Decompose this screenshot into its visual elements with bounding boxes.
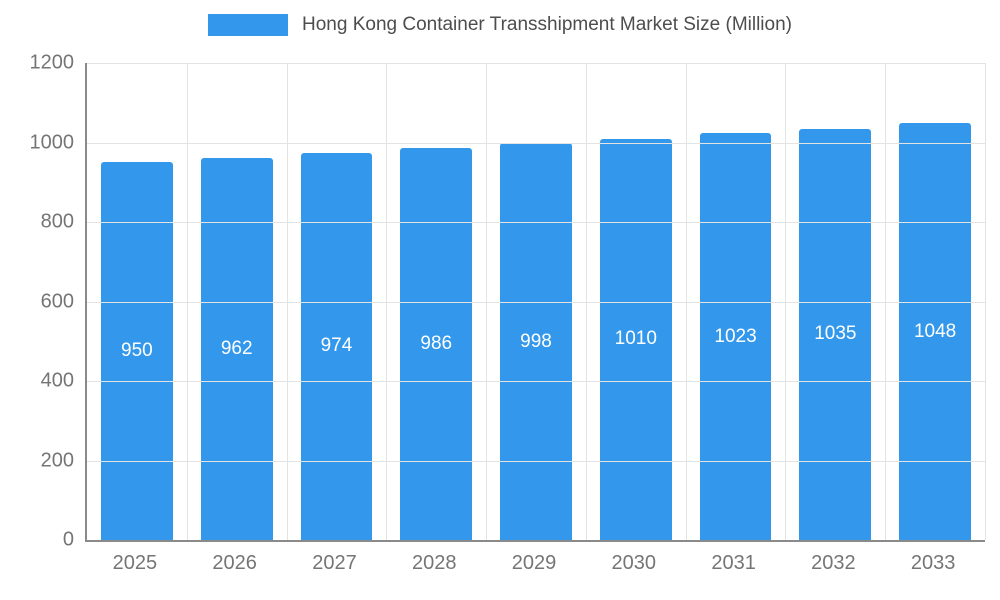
bar-cell: 1048 — [885, 63, 985, 540]
bar-cell: 1023 — [686, 63, 786, 540]
bar-2025: 950 — [100, 162, 173, 540]
x-tick-label: 2029 — [511, 552, 557, 574]
bar-value-label: 1035 — [814, 323, 857, 345]
bar-value-label: 1023 — [714, 325, 757, 347]
bar-cell: 1035 — [785, 63, 885, 540]
y-tick-label: 1200 — [29, 51, 75, 74]
y-tick-label: 200 — [40, 449, 74, 471]
gridline-horizontal — [87, 63, 985, 64]
bar-cell: 962 — [187, 63, 287, 540]
x-tick-label: 2027 — [312, 552, 357, 574]
bar-value-label: 950 — [121, 340, 153, 362]
x-tick-label: 2025 — [112, 552, 158, 574]
bar-2033: 1048 — [899, 123, 972, 540]
gridline-horizontal — [87, 381, 985, 382]
gridline-vertical — [486, 63, 488, 540]
x-tick-label: 2032 — [811, 552, 856, 574]
legend-swatch-icon — [208, 14, 288, 36]
bar-2032: 1035 — [799, 128, 872, 540]
y-axis: 0 200 400 600 800 1000 1200 — [0, 52, 75, 551]
bar-value-label: 962 — [220, 337, 253, 359]
gridline-vertical — [885, 63, 887, 540]
x-tick-label: 2031 — [711, 552, 756, 574]
gridline-vertical — [685, 63, 687, 540]
gridline-vertical — [386, 63, 388, 540]
gridline-horizontal — [87, 222, 985, 223]
bar-cell: 986 — [386, 63, 486, 540]
bar-value-label: 1048 — [913, 320, 957, 342]
gridline-horizontal — [87, 142, 985, 144]
gridline-vertical — [785, 63, 787, 540]
y-tick-label: 0 — [62, 528, 74, 551]
bar-value-label: 974 — [320, 335, 353, 357]
bar-2027: 974 — [300, 152, 373, 540]
bar-2031: 1023 — [699, 133, 772, 540]
x-tick-label: 2028 — [411, 552, 457, 574]
bar-cell: 998 — [486, 63, 586, 540]
bar-2026: 962 — [200, 157, 273, 540]
x-tick-label: 2030 — [611, 552, 657, 574]
chart-legend[interactable]: Hong Kong Container Transshipment Market… — [0, 14, 1000, 36]
bar-2029: 998 — [500, 143, 572, 540]
bar-cell: 950 — [87, 63, 187, 540]
x-axis: 2025 2026 2027 2028 2029 2030 2031 2032 2033 — [85, 552, 983, 575]
bars-group: 950 962 974 986 998 1010 1023 1035 1048 — [87, 63, 985, 540]
x-tick-label: 2033 — [910, 552, 956, 574]
bar-2028: 986 — [400, 148, 473, 540]
gridline-vertical — [585, 63, 587, 540]
y-tick-label: 1000 — [29, 131, 75, 153]
gridline-horizontal — [87, 460, 985, 462]
plot-area: 950 962 974 986 998 1010 1023 1035 1048 — [85, 63, 986, 542]
bar-value-label: 998 — [520, 330, 552, 352]
gridline-vertical — [186, 63, 188, 540]
gridline-horizontal — [87, 301, 985, 303]
y-tick-label: 400 — [40, 369, 74, 392]
gridline-vertical — [286, 63, 288, 540]
bar-value-label: 986 — [420, 333, 453, 355]
gridline-vertical — [985, 63, 986, 540]
legend-label: Hong Kong Container Transshipment Market… — [302, 14, 792, 35]
x-tick-label: 2026 — [212, 552, 257, 574]
y-tick-label: 600 — [40, 290, 74, 312]
bar-cell: 974 — [287, 63, 387, 540]
bar-value-label: 1010 — [614, 328, 657, 350]
y-tick-label: 800 — [40, 210, 74, 233]
bar-cell: 1010 — [586, 63, 686, 540]
bar-2030: 1010 — [599, 138, 672, 540]
